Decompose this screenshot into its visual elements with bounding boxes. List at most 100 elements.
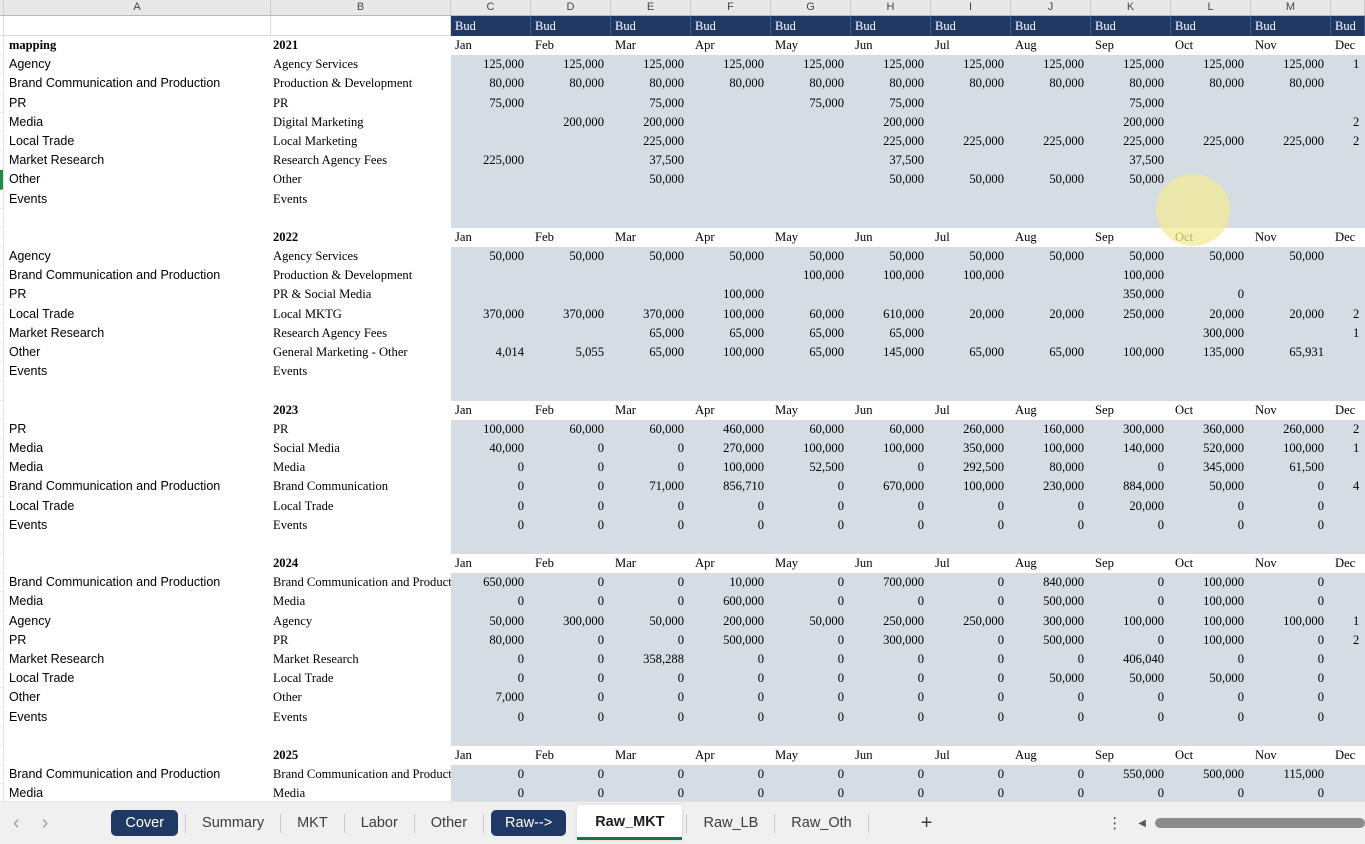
value-cell[interactable]: 0	[611, 707, 691, 727]
value-cell[interactable]	[1331, 343, 1365, 363]
value-cell[interactable]: 0	[531, 592, 611, 612]
next-sheet-icon[interactable]: ›	[41, 812, 49, 834]
value-cell[interactable]	[611, 285, 691, 305]
value-cell[interactable]	[1251, 189, 1331, 209]
value-cell[interactable]: 75,000	[611, 93, 691, 113]
value-cell[interactable]	[1331, 285, 1365, 305]
label-cell[interactable]: Social Media	[273, 440, 340, 455]
value-cell[interactable]	[1251, 266, 1331, 286]
value-cell[interactable]: 0	[531, 669, 611, 689]
value-cell[interactable]: 0	[851, 515, 931, 535]
value-cell[interactable]: 40,000	[451, 438, 531, 459]
category-cell[interactable]: Media	[9, 460, 44, 475]
value-cell[interactable]: 500,000	[1011, 630, 1091, 650]
value-cell[interactable]	[531, 170, 611, 190]
value-cell[interactable]: 80,000	[771, 74, 851, 94]
column-letter-d[interactable]: D	[531, 0, 611, 15]
month-header-cell[interactable]: Mar	[611, 36, 691, 56]
value-cell[interactable]	[531, 285, 611, 305]
value-cell[interactable]: 600,000	[691, 592, 771, 612]
label-cell[interactable]: Events	[273, 364, 308, 379]
label-cell[interactable]: Market Research	[273, 652, 359, 666]
month-header-cell[interactable]: Mar	[611, 400, 691, 420]
value-cell[interactable]: 0	[931, 573, 1011, 593]
value-cell[interactable]: 0	[611, 784, 691, 804]
month-header-cell[interactable]: Dec	[1331, 400, 1365, 420]
value-cell[interactable]: 50,000	[931, 247, 1011, 267]
value-cell[interactable]: 370,000	[611, 304, 691, 324]
empty-cell[interactable]	[1331, 381, 1365, 401]
empty-cell[interactable]	[531, 726, 611, 746]
value-cell[interactable]	[691, 151, 771, 171]
month-header-cell[interactable]: Aug	[1011, 36, 1091, 56]
value-cell[interactable]	[771, 362, 851, 382]
value-cell[interactable]: 100,000	[691, 343, 771, 363]
label-cell[interactable]: Agency	[273, 613, 313, 628]
category-cell[interactable]: Local Trade	[9, 498, 75, 513]
empty-cell[interactable]	[611, 534, 691, 555]
value-cell[interactable]: 50,000	[771, 247, 851, 267]
value-cell[interactable]	[691, 93, 771, 113]
month-header-cell[interactable]: Oct	[1171, 227, 1251, 248]
value-cell[interactable]: 460,000	[691, 419, 771, 439]
value-cell[interactable]: 100,000	[1091, 343, 1171, 363]
empty-cell[interactable]	[4, 209, 271, 228]
value-cell[interactable]	[691, 131, 771, 152]
value-cell[interactable]: 65,000	[851, 323, 931, 343]
value-cell[interactable]: 80,000	[451, 630, 531, 650]
month-header-cell[interactable]: Dec	[1331, 554, 1365, 574]
value-cell[interactable]: 0	[451, 458, 531, 478]
value-cell[interactable]: 0	[1091, 784, 1171, 804]
empty-cell[interactable]	[771, 381, 851, 401]
month-header-cell[interactable]: Jun	[851, 36, 931, 56]
value-cell[interactable]	[531, 362, 611, 382]
value-cell[interactable]: 65,000	[931, 343, 1011, 363]
value-cell[interactable]: 0	[691, 765, 771, 785]
value-cell[interactable]: 0	[451, 669, 531, 689]
value-cell[interactable]: 125,000	[1091, 55, 1171, 75]
value-cell[interactable]: 0	[531, 650, 611, 670]
month-header-cell[interactable]: Nov	[1251, 227, 1331, 248]
value-cell[interactable]: 0	[1011, 688, 1091, 708]
category-cell[interactable]: Local Trade	[9, 133, 75, 148]
scroll-left-icon[interactable]: ◀	[1138, 817, 1146, 829]
value-cell[interactable]: 0	[851, 688, 931, 708]
empty-cell[interactable]	[4, 535, 271, 554]
value-cell[interactable]	[451, 266, 531, 286]
value-cell[interactable]: 0	[451, 477, 531, 497]
category-cell[interactable]: Events	[9, 517, 48, 532]
value-cell[interactable]	[771, 112, 851, 132]
label-cell[interactable]: PR	[273, 421, 289, 436]
empty-cell[interactable]	[531, 381, 611, 401]
category-cell[interactable]: Other	[9, 345, 41, 359]
value-cell[interactable]: 50,000	[451, 247, 531, 267]
value-cell[interactable]: 50,000	[851, 247, 931, 267]
value-cell[interactable]	[451, 170, 531, 190]
value-cell[interactable]: 0	[851, 458, 931, 478]
value-cell[interactable]	[931, 323, 1011, 343]
empty-cell[interactable]	[851, 381, 931, 401]
value-cell[interactable]: 0	[771, 784, 851, 804]
value-cell[interactable]: 0	[531, 784, 611, 804]
empty-cell[interactable]	[931, 534, 1011, 555]
value-cell[interactable]: 0	[931, 765, 1011, 785]
empty-cell[interactable]	[271, 209, 451, 228]
empty-cell[interactable]	[771, 208, 851, 228]
value-cell[interactable]: 2	[1331, 630, 1365, 650]
value-cell[interactable]: 50,000	[1091, 247, 1171, 267]
value-cell[interactable]: 2	[1331, 419, 1365, 439]
value-cell[interactable]: 75,000	[451, 93, 531, 113]
column-letter-h[interactable]: H	[851, 0, 931, 15]
prev-sheet-icon[interactable]: ‹	[13, 812, 20, 834]
value-cell[interactable]: 0	[531, 707, 611, 727]
value-cell[interactable]: 0	[931, 630, 1011, 650]
value-cell[interactable]: 2	[1331, 131, 1365, 152]
value-cell[interactable]: 65,000	[611, 323, 691, 343]
category-cell[interactable]: Market Research	[9, 325, 105, 340]
value-cell[interactable]: 1	[1331, 438, 1365, 459]
value-cell[interactable]: 0	[1011, 496, 1091, 516]
value-cell[interactable]: 52,500	[771, 458, 851, 478]
value-cell[interactable]: 125,000	[771, 55, 851, 75]
value-cell[interactable]	[451, 131, 531, 152]
value-cell[interactable]	[931, 93, 1011, 113]
